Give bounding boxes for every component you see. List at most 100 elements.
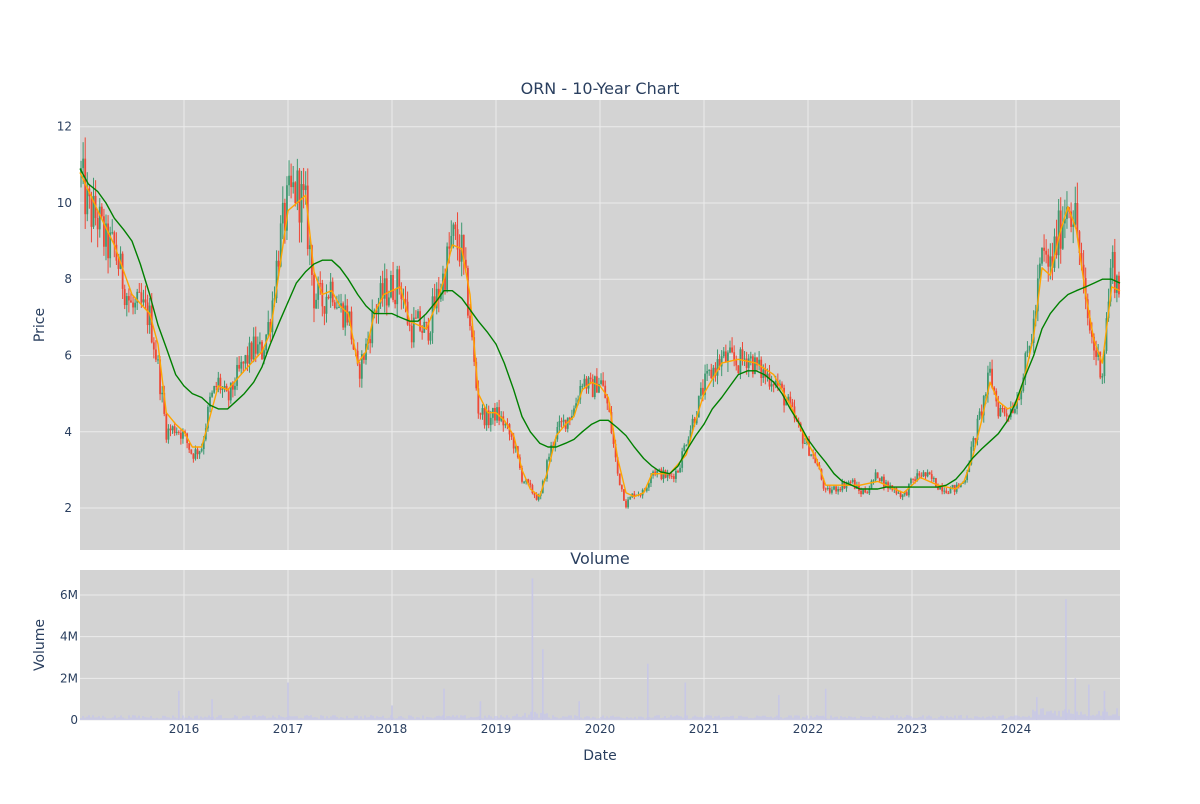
candle-body <box>142 299 145 303</box>
volume-bar <box>810 715 812 720</box>
volume-bar <box>1098 710 1100 720</box>
volume-bar <box>158 718 160 720</box>
candle-body <box>1082 264 1085 279</box>
volume-bar <box>224 718 226 720</box>
candle-body <box>387 297 390 306</box>
volume-bar <box>1090 715 1092 720</box>
volume-bar <box>640 716 642 720</box>
volume-bar <box>500 715 502 720</box>
volume-bar <box>568 715 570 720</box>
candle-body <box>702 387 704 395</box>
volume-bar <box>544 713 546 720</box>
x-tick-label: 2021 <box>689 722 720 736</box>
volume-bar <box>490 716 492 720</box>
candle-body <box>1053 236 1056 268</box>
volume-bar <box>912 717 914 720</box>
candle-body <box>579 386 582 400</box>
candle-body <box>240 361 243 369</box>
volume-bar <box>510 718 512 720</box>
volume-bar <box>766 716 768 720</box>
candle-body <box>1078 231 1081 254</box>
x-tick-label: 2023 <box>897 722 928 736</box>
candle-body <box>943 490 946 492</box>
volume-bar <box>106 718 108 720</box>
volume-bar <box>974 716 976 720</box>
volume-bar <box>672 716 674 720</box>
candle-body <box>546 460 548 479</box>
volume-bar <box>424 718 426 720</box>
volume-bar <box>1118 715 1120 720</box>
volume-bar <box>354 715 356 720</box>
candle-body <box>1018 399 1021 401</box>
candle-body <box>404 299 407 302</box>
volume-bar <box>86 716 88 720</box>
candle-body <box>870 480 873 489</box>
candle-body <box>1047 254 1050 267</box>
volume-bar <box>214 718 216 720</box>
volume-bar <box>102 715 104 720</box>
candle-body <box>647 483 650 488</box>
volume-bar <box>84 717 86 720</box>
volume-bar <box>714 716 716 720</box>
volume-bar <box>622 718 624 720</box>
volume-spike-bar <box>778 695 780 720</box>
volume-bar <box>940 715 942 720</box>
volume-bar <box>574 715 576 720</box>
candle-body <box>774 380 777 386</box>
candle-body <box>895 488 898 494</box>
volume-bar <box>846 717 848 720</box>
volume-spike-bar <box>824 688 827 720</box>
volume-bar <box>1022 716 1024 720</box>
volume-bar <box>222 718 224 720</box>
candle-body <box>392 275 394 300</box>
volume-bar <box>464 715 466 720</box>
candle-body <box>926 472 929 477</box>
candle-body <box>562 419 565 422</box>
volume-bar <box>322 715 324 720</box>
volume-bar <box>378 717 380 720</box>
volume-bar <box>502 716 504 720</box>
candle-body <box>373 310 376 312</box>
volume-bar <box>728 716 730 720</box>
volume-bar <box>556 717 558 720</box>
volume-bar <box>306 715 308 720</box>
candle-body <box>1074 202 1077 225</box>
volume-bar <box>1078 714 1080 720</box>
candle-body <box>396 269 399 305</box>
volume-bar <box>406 718 408 720</box>
candle-body <box>138 291 141 293</box>
volume-bar <box>636 718 638 720</box>
candle-body <box>1063 218 1066 224</box>
candle-body <box>693 418 696 424</box>
candle-body <box>471 326 473 338</box>
candle-body <box>691 418 694 431</box>
volume-bar <box>442 715 444 720</box>
volume-bar <box>162 715 164 720</box>
candle-body <box>573 408 575 416</box>
volume-bar <box>986 716 988 720</box>
volume-bar <box>878 716 880 720</box>
volume-bar <box>804 717 806 720</box>
volume-bar <box>372 715 374 720</box>
volume-bar <box>1106 711 1108 720</box>
candle-body <box>371 310 374 344</box>
price-y-ticks: 2 4 6 8 10 12 <box>57 120 72 515</box>
candle-body <box>146 302 149 326</box>
volume-bar <box>870 717 872 720</box>
volume-bar <box>762 715 764 720</box>
candle-body <box>704 373 706 395</box>
candle-body <box>593 376 596 398</box>
volume-bar <box>1060 716 1062 720</box>
candle-body <box>922 472 925 477</box>
candle-body <box>535 495 538 500</box>
volume-bar <box>930 716 932 720</box>
volume-bar <box>296 716 298 720</box>
volume-bar <box>334 715 336 720</box>
candle-body <box>456 229 459 250</box>
volume-bar <box>864 716 866 720</box>
candle-body <box>828 487 831 493</box>
candle-body <box>234 385 236 390</box>
volume-bar <box>268 717 270 720</box>
candle-body <box>169 428 172 431</box>
